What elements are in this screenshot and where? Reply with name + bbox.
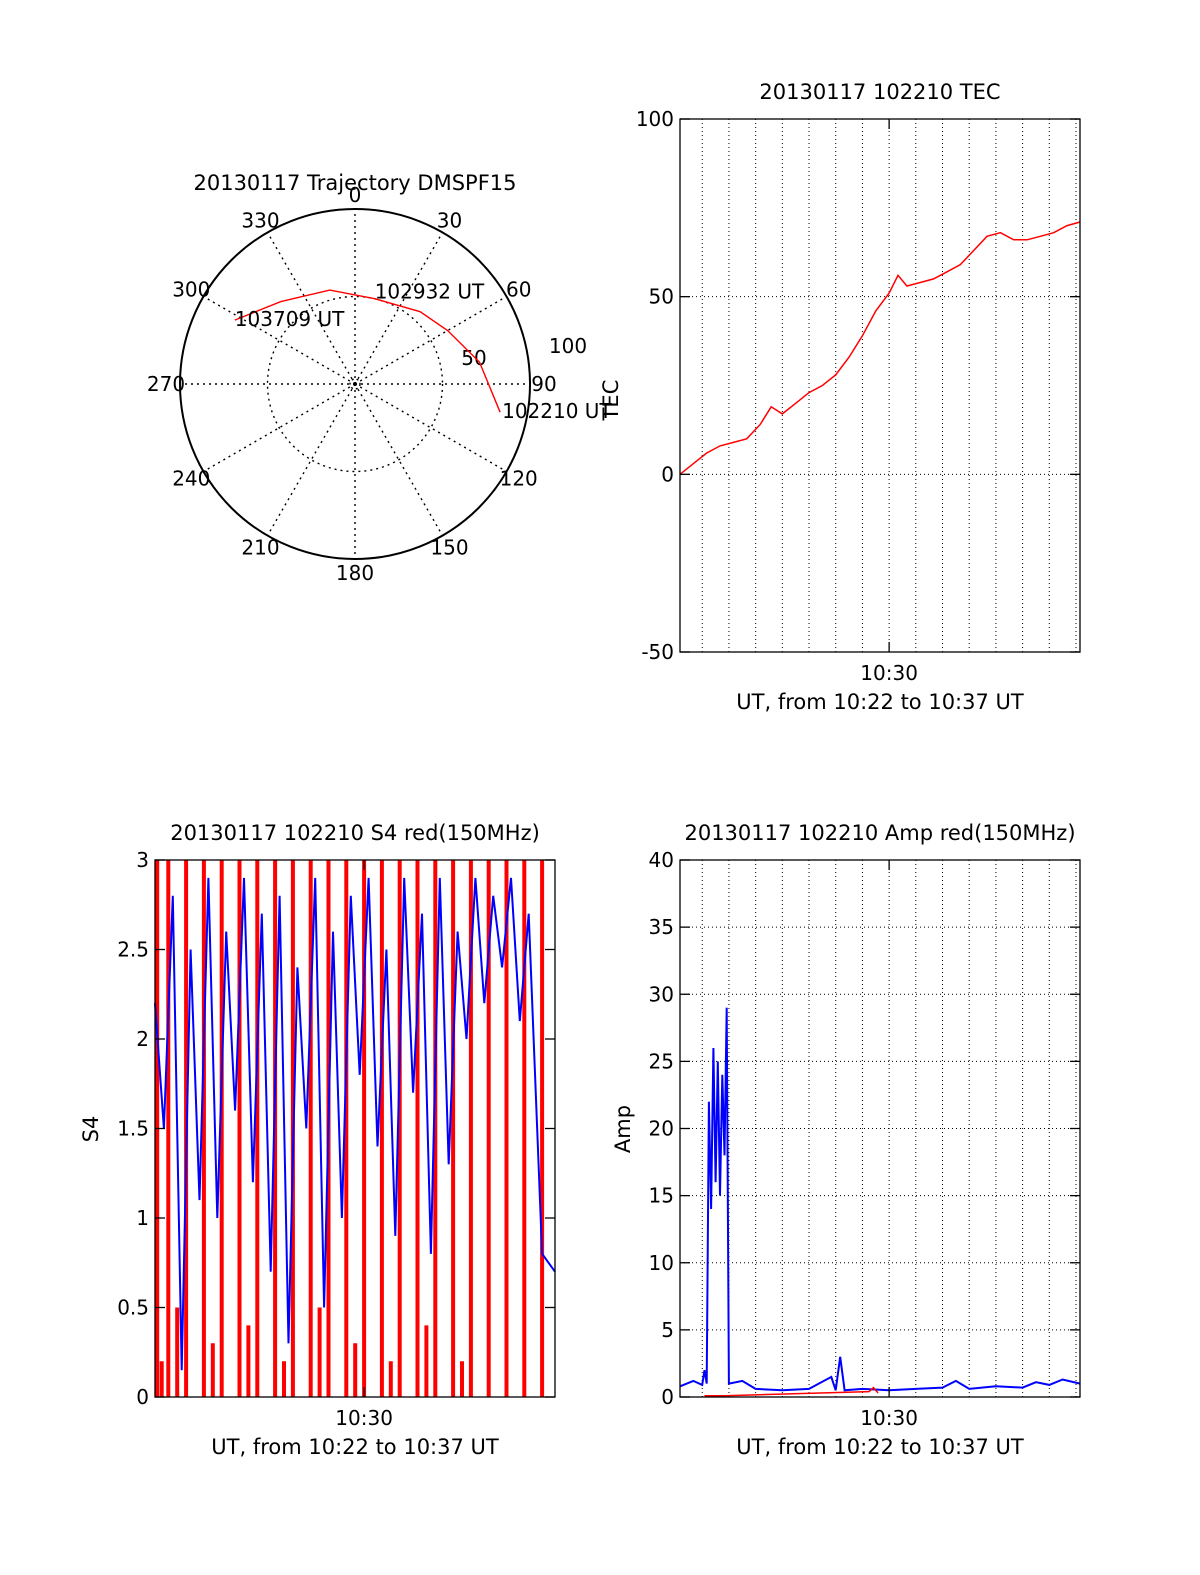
y-tick-label: 20 xyxy=(649,1117,674,1141)
x-axis-label: UT, from 10:22 to 10:37 UT xyxy=(211,1435,499,1459)
polar-spoke xyxy=(203,295,356,385)
y-tick-label: 0 xyxy=(661,462,674,486)
y-tick-label: 40 xyxy=(649,848,674,872)
polar-spoke xyxy=(266,383,356,536)
y-axis-label: TEC xyxy=(599,380,623,422)
y-tick-label: -50 xyxy=(641,640,674,664)
series-red-bars xyxy=(155,860,545,1397)
y-tick-label: 1 xyxy=(136,1206,149,1230)
y-tick-label: 2.5 xyxy=(117,938,149,962)
x-axis-label: UT, from 10:22 to 10:37 UT xyxy=(736,690,1024,714)
y-tick-label: 2 xyxy=(136,1027,149,1051)
polar-spoke xyxy=(354,232,444,385)
y-tick-label: 3 xyxy=(136,848,149,872)
polar-spoke xyxy=(354,383,444,536)
series-blue-line xyxy=(154,877,556,1371)
polar-angle-label: 330 xyxy=(241,208,279,232)
polar-angle-label: 90 xyxy=(531,372,556,396)
trajectory-chart: 20130117 Trajectory DMSPF15 0 30 60 90 120 15… xyxy=(147,171,613,585)
y-tick-label: 10 xyxy=(649,1251,674,1275)
y-tick-label: 25 xyxy=(649,1049,674,1073)
trajectory-line xyxy=(234,289,501,413)
polar-spoke xyxy=(354,295,507,385)
polar-angle-label: 150 xyxy=(430,536,468,560)
polar-angle-label: 270 xyxy=(147,372,185,396)
polar-grid xyxy=(179,208,531,560)
x-tick-label: 10:30 xyxy=(335,1406,393,1430)
polar-spoke xyxy=(354,383,507,473)
polar-angle-label: 120 xyxy=(500,467,538,491)
polar-angle-label: 300 xyxy=(172,278,210,302)
trajectory-time-label: 102210 UT xyxy=(502,399,612,423)
s4-chart: 20130117 102210 S4 red(150MHz) 0 0.5 1 1.5 2 2… xyxy=(79,821,556,1459)
polar-angle-label: 60 xyxy=(506,278,531,302)
y-tick-label: 100 xyxy=(636,107,674,131)
amp-chart: 20130117 102210 Amp red(150MHz) 0 5 10 15 20 2… xyxy=(611,821,1081,1459)
y-tick-label: 50 xyxy=(649,285,674,309)
plot-frame xyxy=(679,118,1081,653)
polar-angle-label: 180 xyxy=(336,561,374,585)
y-tick-label: 0 xyxy=(136,1385,149,1409)
x-tick-label: 10:30 xyxy=(860,661,918,685)
y-tick-label: 0 xyxy=(661,1385,674,1409)
polar-labels: 0 30 60 90 120 150 180 210 240 270 300 330 50 100 xyxy=(147,183,587,585)
tec-chart-title: 20130117 102210 TEC xyxy=(759,80,1000,104)
series-blue-line xyxy=(679,1007,1081,1392)
polar-center xyxy=(349,378,361,390)
s4-chart-title: 20130117 102210 S4 red(150MHz) xyxy=(170,821,540,845)
polar-angle-label: 30 xyxy=(437,208,462,232)
polar-spoke xyxy=(266,232,356,385)
trajectory-title: 20130117 Trajectory DMSPF15 xyxy=(193,171,516,195)
polar-spoke xyxy=(203,383,356,473)
trajectory-time-label: 103709 UT xyxy=(235,307,345,331)
series-red-line xyxy=(679,221,1081,475)
y-tick-label: 35 xyxy=(649,915,674,939)
polar-angle-label: 0 xyxy=(349,183,362,207)
y-axis-label: Amp xyxy=(611,1105,635,1153)
polar-radial-label: 100 xyxy=(549,334,587,358)
y-tick-label: 5 xyxy=(661,1318,674,1342)
x-tick-label: 10:30 xyxy=(860,1406,918,1430)
polar-inner-circle xyxy=(266,295,444,473)
amp-chart-title: 20130117 102210 Amp red(150MHz) xyxy=(684,821,1075,845)
y-axis-label: S4 xyxy=(79,1116,103,1143)
y-tick-label: 30 xyxy=(649,982,674,1006)
series-red-line xyxy=(704,1386,879,1397)
tec-chart: 20130117 102210 TEC -50 0 50 100 10:30 UT, fro… xyxy=(599,80,1081,714)
polar-angle-label: 240 xyxy=(172,467,210,491)
y-tick-label: 1.5 xyxy=(117,1117,149,1141)
trajectory-track: 103709 UT 102932 UT 102210 UT xyxy=(234,280,612,423)
y-tick-label: 0.5 xyxy=(117,1296,149,1320)
trajectory-time-label: 102932 UT xyxy=(375,280,485,304)
polar-angle-label: 210 xyxy=(241,536,279,560)
x-axis-label: UT, from 10:22 to 10:37 UT xyxy=(736,1435,1024,1459)
polar-radial-label: 50 xyxy=(461,346,486,370)
y-tick-label: 15 xyxy=(649,1184,674,1208)
